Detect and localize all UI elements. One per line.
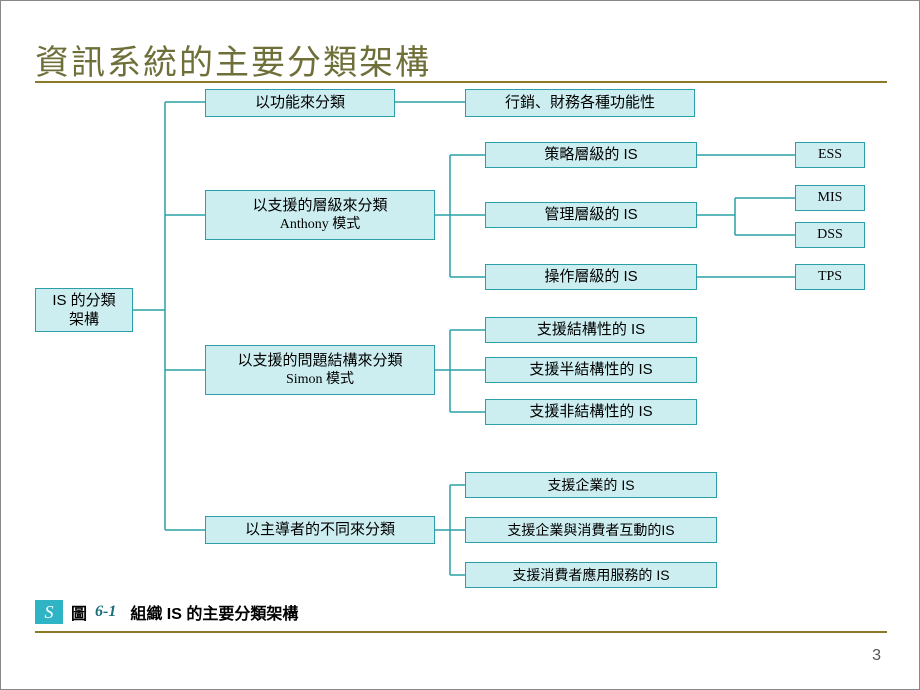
caption-figno: 6-1 bbox=[95, 603, 116, 621]
node-c4c-text: 支援消費者應用服務的 IS bbox=[512, 566, 669, 584]
node-c2b: 管理層級的 IS bbox=[485, 202, 697, 228]
figure-caption: S 圖 6-1 組織 IS 的主要分類架構 bbox=[35, 600, 298, 624]
node-c4b: 支援企業與消費者互動的IS bbox=[465, 517, 717, 543]
caption-text: 組織 IS 的主要分類架構 bbox=[130, 600, 298, 624]
node-c4c: 支援消費者應用服務的 IS bbox=[465, 562, 717, 588]
node-b2-l2: Anthony 模式 bbox=[280, 216, 361, 234]
node-c1-text: 行銷、財務各種功能性 bbox=[505, 93, 655, 113]
node-c2a: 策略層級的 IS bbox=[485, 142, 697, 168]
node-d4-text: TPS bbox=[818, 268, 842, 286]
node-c1: 行銷、財務各種功能性 bbox=[465, 89, 695, 117]
node-c4a: 支援企業的 IS bbox=[465, 472, 717, 498]
node-d1: ESS bbox=[795, 142, 865, 168]
node-c2c-text: 操作層級的 IS bbox=[544, 267, 637, 287]
node-c4a-text: 支援企業的 IS bbox=[547, 476, 634, 494]
node-c2a-text: 策略層級的 IS bbox=[544, 145, 637, 165]
bottom-rule bbox=[35, 631, 887, 633]
node-c2b-text: 管理層級的 IS bbox=[544, 205, 637, 225]
node-c3b: 支援半結構性的 IS bbox=[485, 357, 697, 383]
title-underline bbox=[35, 81, 887, 83]
node-d1-text: ESS bbox=[818, 146, 842, 164]
node-d3: DSS bbox=[795, 222, 865, 248]
node-b3: 以支援的問題結構來分類 Simon 模式 bbox=[205, 345, 435, 395]
node-root-l1: IS 的分類 bbox=[52, 291, 115, 311]
node-b1-text: 以功能來分類 bbox=[255, 93, 345, 113]
caption-tag: 圖 bbox=[71, 600, 87, 624]
connectors bbox=[35, 85, 887, 625]
caption-badge: S bbox=[35, 600, 63, 624]
node-c3c: 支援非結構性的 IS bbox=[485, 399, 697, 425]
node-c3c-text: 支援非結構性的 IS bbox=[529, 402, 652, 422]
node-b4: 以主導者的不同來分類 bbox=[205, 516, 435, 544]
node-c4b-text: 支援企業與消費者互動的IS bbox=[507, 521, 674, 539]
tree-diagram: IS 的分類 架構 以功能來分類 以支援的層級來分類 Anthony 模式 以支… bbox=[35, 85, 887, 625]
node-b3-l1: 以支援的問題結構來分類 bbox=[237, 351, 402, 371]
node-d2-text: MIS bbox=[818, 189, 843, 207]
node-root: IS 的分類 架構 bbox=[35, 288, 133, 332]
page-number: 3 bbox=[872, 647, 881, 665]
node-b2-l1: 以支援的層級來分類 bbox=[252, 196, 387, 216]
node-b4-text: 以主導者的不同來分類 bbox=[245, 520, 395, 540]
node-c2c: 操作層級的 IS bbox=[485, 264, 697, 290]
node-b1: 以功能來分類 bbox=[205, 89, 395, 117]
node-c3b-text: 支援半結構性的 IS bbox=[529, 360, 652, 380]
node-c3a: 支援結構性的 IS bbox=[485, 317, 697, 343]
node-d4: TPS bbox=[795, 264, 865, 290]
node-d2: MIS bbox=[795, 185, 865, 211]
page-title: 資訊系統的主要分類架構 bbox=[35, 35, 431, 84]
node-b3-l2: Simon 模式 bbox=[286, 371, 354, 389]
node-d3-text: DSS bbox=[817, 226, 843, 244]
node-b2: 以支援的層級來分類 Anthony 模式 bbox=[205, 190, 435, 240]
node-root-l2: 架構 bbox=[69, 310, 99, 330]
node-c3a-text: 支援結構性的 IS bbox=[537, 320, 645, 340]
